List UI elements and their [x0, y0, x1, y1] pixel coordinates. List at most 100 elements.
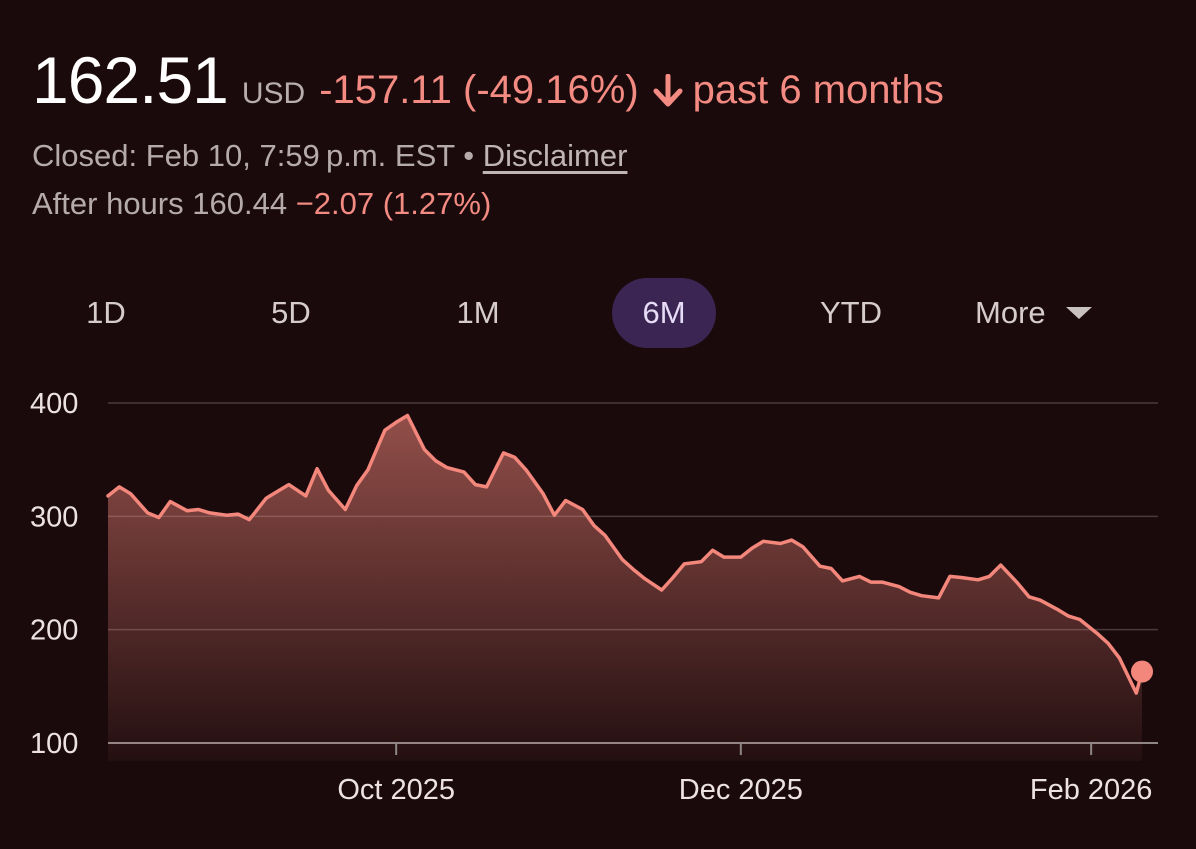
current-price: 162.51: [32, 43, 229, 117]
arrow-down-icon: [653, 73, 683, 106]
data-point: [829, 566, 833, 570]
data-point: [462, 470, 466, 474]
data-point: [1095, 631, 1099, 635]
data-point: [869, 580, 873, 584]
tab-ytd[interactable]: YTD: [820, 295, 882, 330]
period-change: -157.11 (-49.16%) past 6 months: [319, 68, 944, 113]
data-point: [643, 577, 647, 581]
data-point: [196, 508, 200, 512]
tab-6m[interactable]: 6M: [612, 278, 716, 348]
data-point: [445, 466, 449, 470]
data-point: [631, 568, 635, 572]
data-point: [117, 485, 121, 489]
range-selector: 1D 5D 1M 6M YTD More: [0, 278, 1196, 348]
data-point: [422, 447, 426, 451]
x-tick-label: Oct 2025: [337, 774, 455, 806]
data-point: [711, 548, 715, 552]
data-point: [841, 579, 845, 583]
data-point: [1016, 581, 1020, 585]
change-amount: -157.11 (-49.16%): [319, 68, 639, 112]
data-point: [1055, 607, 1059, 611]
data-point: [264, 496, 268, 500]
data-point: [473, 483, 477, 487]
data-point: [857, 574, 861, 578]
data-point: [541, 492, 545, 496]
data-point: [434, 459, 438, 463]
data-point: [208, 511, 212, 515]
data-point: [287, 483, 291, 487]
data-point: [778, 542, 782, 546]
data-point: [304, 494, 308, 498]
data-point: [976, 578, 980, 582]
separator-dot: •: [463, 138, 475, 173]
tab-1m[interactable]: 1M: [456, 295, 500, 330]
data-point: [315, 467, 319, 471]
data-point: [603, 534, 607, 538]
data-point: [502, 451, 506, 455]
data-point: [225, 513, 229, 517]
data-point: [1027, 595, 1031, 599]
closed-time: Closed: Feb 10, 7:59 p.m. EST: [32, 138, 455, 173]
data-point: [948, 574, 952, 578]
y-tick-label: 400: [30, 388, 78, 420]
data-point: [1117, 656, 1121, 660]
data-point: [247, 518, 251, 522]
caret-down-icon: [1065, 307, 1092, 319]
data-point: [185, 509, 189, 513]
x-tick-label: Dec 2025: [679, 774, 803, 806]
x-tick-label: Feb 2026: [1030, 774, 1153, 806]
after-hours: After hours 160.44 −2.07 (1.27%): [32, 186, 491, 222]
price-line: [106, 413, 1144, 695]
change-period: past 6 months: [692, 68, 944, 112]
data-point: [168, 500, 172, 504]
data-point: [343, 508, 347, 512]
data-point: [660, 588, 664, 592]
data-point: [790, 538, 794, 542]
data-point: [513, 455, 517, 459]
data-point: [682, 562, 686, 566]
data-point: [880, 580, 884, 584]
data-point: [106, 494, 110, 498]
y-tick-label: 200: [30, 615, 78, 647]
data-point: [129, 492, 133, 496]
data-point: [236, 512, 240, 516]
data-point: [620, 557, 624, 561]
data-point: [276, 489, 280, 493]
data-point: [1106, 641, 1110, 645]
after-hours-change: −2.07 (1.27%): [295, 186, 492, 221]
disclaimer-link[interactable]: Disclaimer: [482, 138, 628, 173]
data-point: [366, 468, 370, 472]
data-point: [485, 485, 489, 489]
data-point: [999, 563, 1003, 567]
more-label: More: [975, 295, 1046, 330]
data-point: [355, 484, 359, 488]
tab-5d[interactable]: 5D: [271, 295, 311, 330]
data-point: [1067, 614, 1071, 618]
price-chart: 400 300 200 100 Oct 2025 Dec 2025 Feb 2026: [30, 388, 1158, 806]
data-point: [157, 515, 161, 519]
data-point: [564, 498, 568, 502]
data-point: [722, 555, 726, 559]
data-point: [326, 488, 330, 492]
data-point: [394, 420, 398, 424]
last-price-marker[interactable]: [1131, 660, 1153, 683]
data-point: [552, 513, 556, 517]
data-point: [146, 511, 150, 515]
after-hours-price: After hours 160.44: [32, 186, 288, 221]
data-point: [818, 564, 822, 568]
data-point: [959, 576, 963, 580]
quote-header: 162.51 USD -157.11 (-49.16%) past 6 mont…: [32, 42, 944, 118]
data-point: [937, 596, 941, 600]
y-tick-label: 300: [30, 501, 78, 533]
currency-code: USD: [241, 77, 306, 110]
more-dropdown[interactable]: More: [975, 278, 1125, 348]
data-point: [1134, 691, 1138, 695]
data-point: [920, 594, 924, 598]
data-point: [908, 590, 912, 594]
data-point: [581, 508, 585, 512]
data-point: [405, 413, 409, 417]
tab-1d[interactable]: 1D: [86, 295, 126, 330]
price-area: [108, 415, 1142, 761]
data-point: [897, 585, 901, 589]
data-point: [739, 555, 743, 559]
